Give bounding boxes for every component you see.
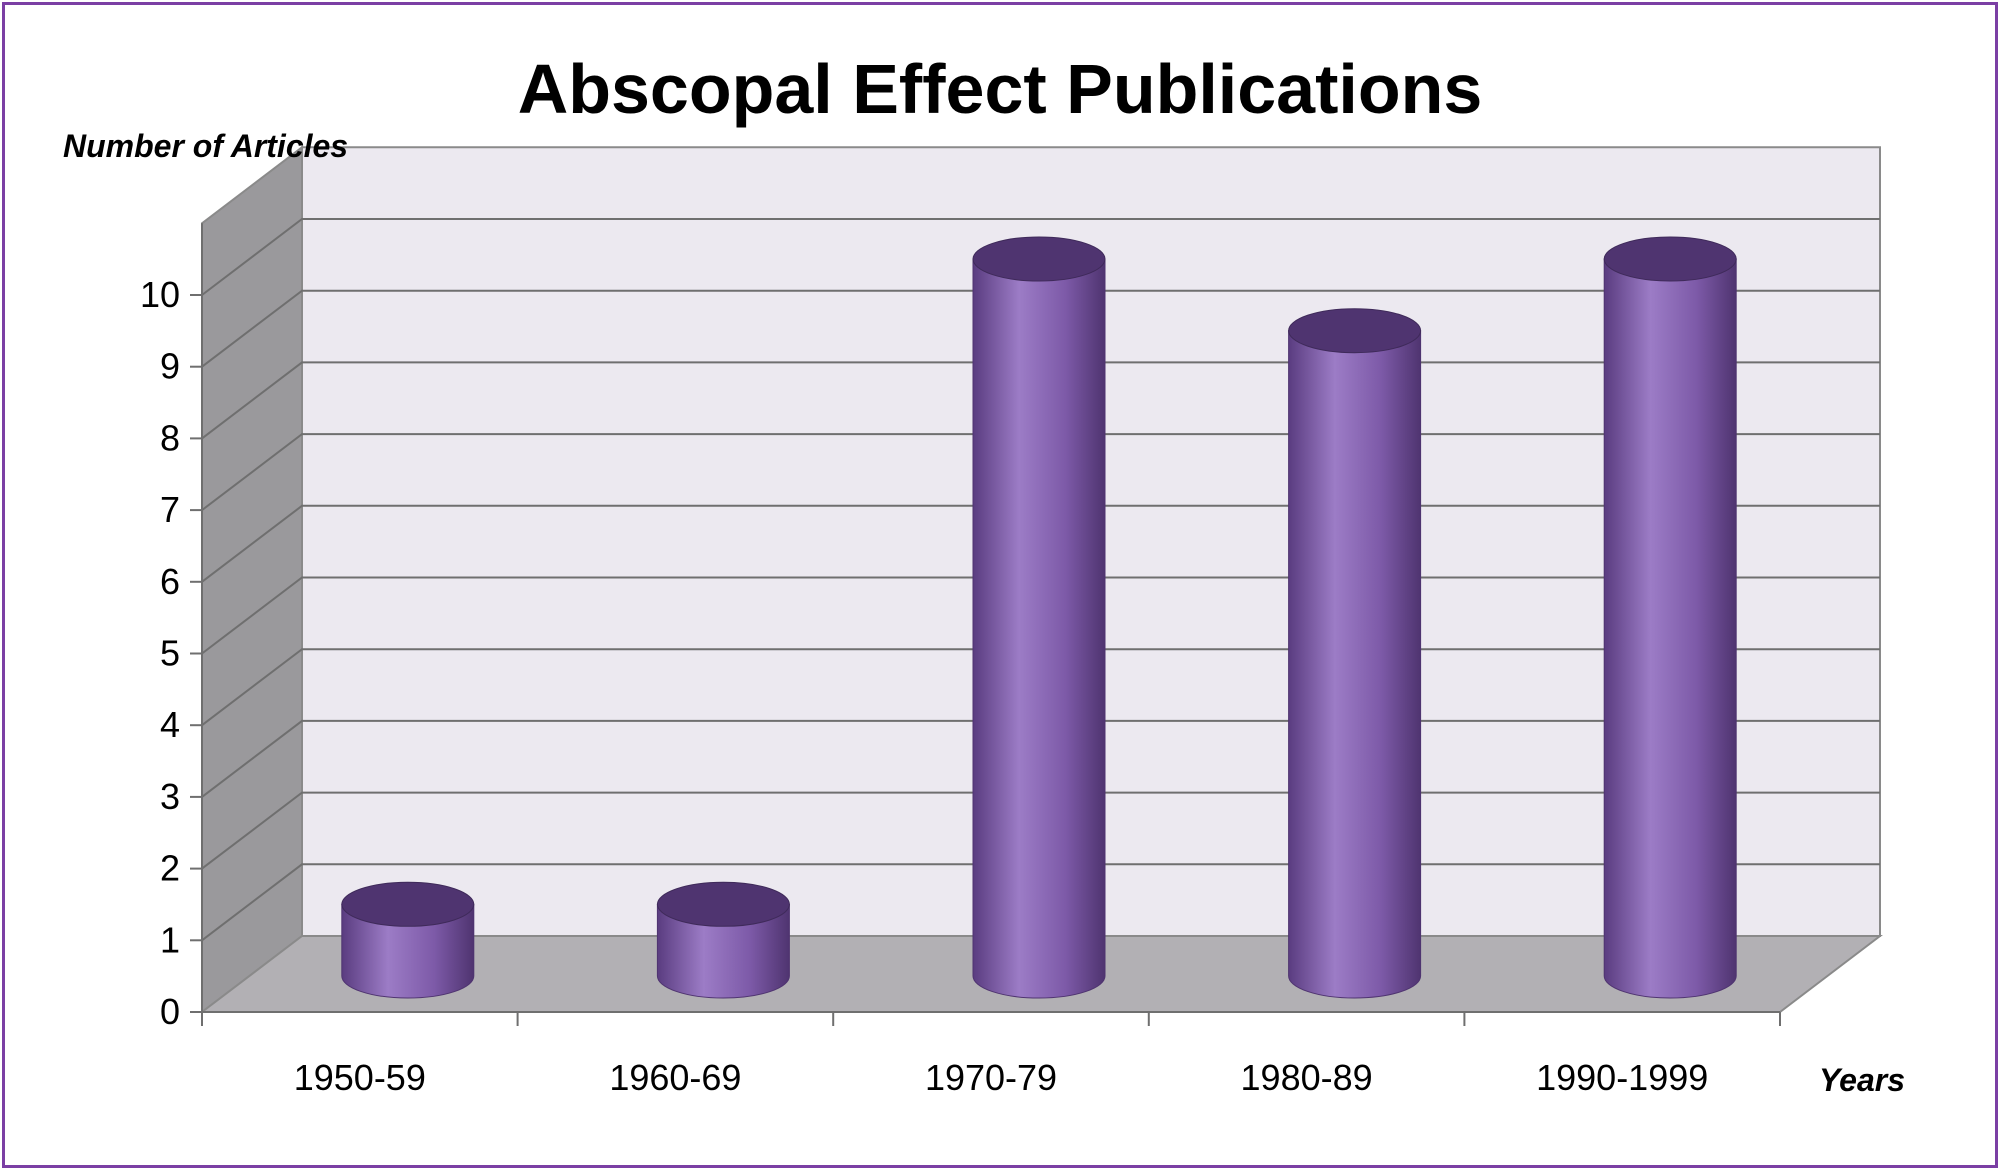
- bar-top: [656, 881, 790, 927]
- y-tick-label: 2: [160, 848, 180, 889]
- gridline: [201, 218, 1880, 296]
- bar-1960-69: [656, 881, 790, 999]
- bar-top: [1603, 236, 1737, 282]
- y-tick-label: 3: [160, 776, 180, 817]
- y-axis-label: Number of Articles: [63, 128, 348, 164]
- y-tick-label: 1: [160, 919, 180, 960]
- x-axis-label: Years: [1819, 1062, 1905, 1098]
- bar-top: [1288, 308, 1422, 354]
- bar-body: [1288, 330, 1422, 999]
- y-tick-label: 6: [160, 561, 180, 602]
- bar-1950-59: [341, 881, 475, 999]
- bar-body: [1603, 258, 1737, 999]
- x-tick-label: 1960-69: [609, 1057, 741, 1098]
- bar-top: [341, 881, 475, 927]
- bar-top: [972, 236, 1106, 282]
- y-tick-label: 4: [160, 704, 180, 745]
- axes: 0 1 2 3 4 5 6 7 8 9 10 1950-59 1960-69 1970-79 1980-89…: [140, 223, 1781, 1098]
- bar-1990-1999: [1603, 236, 1737, 999]
- bar-1970-79: [972, 236, 1106, 999]
- bar-body: [341, 903, 475, 999]
- chart-title: Abscopal Effect Publications: [518, 50, 1483, 128]
- y-tick-label: 5: [160, 633, 180, 674]
- x-tick-label: 1980-89: [1241, 1057, 1373, 1098]
- x-tick-label: 1990-1999: [1536, 1057, 1708, 1098]
- y-tick-label: 7: [160, 489, 180, 530]
- bars: [341, 236, 1737, 999]
- bar-1980-89: [1288, 308, 1422, 999]
- y-tick-label: 10: [140, 274, 180, 315]
- y-tick-label: 8: [160, 417, 180, 458]
- bar-body: [656, 903, 790, 999]
- y-tick-label: 0: [160, 991, 180, 1032]
- gridline: [201, 289, 1880, 368]
- bar-body: [972, 258, 1106, 999]
- x-tick-label: 1970-79: [925, 1057, 1057, 1098]
- x-tick-label: 1950-59: [294, 1057, 426, 1098]
- y-tick-label: 9: [160, 346, 180, 387]
- side-wall: [201, 145, 303, 1015]
- chart-svg: 0 1 2 3 4 5 6 7 8 9 10 1950-59 1960-69 1970-79 1980-89…: [63, 50, 1905, 1098]
